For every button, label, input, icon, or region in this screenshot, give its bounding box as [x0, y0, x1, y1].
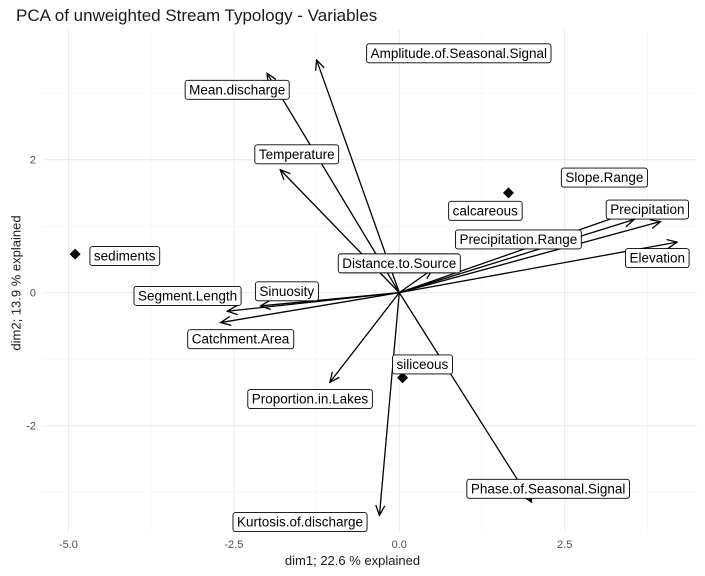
x-tick-label: -2.5 — [224, 539, 243, 551]
variable-label: Elevation — [625, 248, 690, 269]
supplementary-point-label-text: calcareous — [453, 203, 519, 218]
variable-label: Catchment.Area — [187, 329, 295, 350]
variable-arrow — [399, 219, 634, 294]
variable-label-text: Precipitation.Range — [459, 232, 577, 247]
supplementary-point-label-box — [89, 246, 161, 267]
variable-label: Distance.to.Source — [337, 253, 461, 274]
variable-label-box — [625, 248, 690, 269]
y-axis-label: dim2; 13.9 % explained — [8, 215, 24, 351]
variable-label-text: Slope.Range — [565, 170, 643, 185]
x-tick-label: -5.0 — [59, 539, 78, 551]
variable-label: Amplitude.of.Seasonal.Signal — [366, 43, 552, 64]
variable-label-box — [466, 478, 630, 499]
variable-label-box — [133, 286, 242, 306]
variable-label: Slope.Range — [560, 167, 648, 188]
x-axis-label: dim1; 22.6 % explained — [284, 553, 421, 568]
grid — [42, 30, 697, 532]
variable-label-text: Distance.to.Source — [342, 256, 456, 271]
variable-label-box — [232, 512, 368, 532]
variable-label-text: Mean.discharge — [189, 82, 285, 97]
variable-label: Phase.of.Seasonal.Signal — [466, 478, 630, 499]
variable-label-box — [605, 199, 689, 220]
variable-label-box — [454, 229, 582, 250]
variable-label: Segment.Length — [133, 286, 242, 306]
variable-label-box — [254, 281, 319, 302]
variable-arrow — [330, 292, 400, 383]
supplementary-point-label: calcareous — [448, 200, 523, 221]
variable-label-text: Phase.of.Seasonal.Signal — [471, 481, 626, 496]
variable-arrow — [227, 291, 400, 312]
variable-label-text: Sinuosity — [259, 284, 314, 299]
variable-label-text: Catchment.Area — [192, 332, 290, 347]
variable-arrow — [399, 221, 660, 294]
variable-label-box — [254, 144, 340, 165]
variable-label: Kurtosis.of.discharge — [232, 512, 368, 532]
variable-label-box — [337, 253, 461, 274]
supplementary-point-label-box — [448, 200, 523, 221]
variable-label: Temperature — [254, 144, 340, 165]
supplementary-point-label-box — [392, 354, 454, 375]
variable-label-box — [366, 43, 552, 64]
axis-ticks: -5.0 -2.5 0.0 2.5 -2 0 2 — [26, 155, 572, 551]
variable-label-text: Elevation — [630, 251, 686, 266]
variable-arrow — [399, 210, 637, 294]
variable-arrow — [280, 170, 400, 294]
variable-label-box — [560, 167, 648, 188]
variable-label: Precipitation — [605, 199, 689, 220]
supplementary-point-marker — [69, 248, 81, 260]
variable-label-text: Proportion.in.Lakes — [252, 392, 369, 407]
supplementary-point-marker — [502, 187, 514, 199]
y-tick-label: -2 — [26, 421, 36, 433]
supplementary-points — [69, 187, 514, 384]
supplementary-point-marker — [397, 372, 409, 384]
variable-label: Sinuosity — [254, 281, 319, 302]
variable-label-box — [187, 329, 295, 350]
variable-label-text: Kurtosis.of.discharge — [237, 515, 363, 530]
chart-title: PCA of unweighted Stream Typology - Vari… — [16, 6, 378, 25]
variable-label-box — [247, 389, 373, 409]
variable-arrow — [379, 292, 400, 516]
variable-arrow — [221, 291, 400, 323]
variable-label: Proportion.in.Lakes — [247, 389, 373, 409]
variable-label-box — [184, 79, 290, 100]
y-tick-label: 0 — [30, 288, 36, 300]
supplementary-point-label: siliceous — [392, 354, 454, 375]
x-tick-label: 0.0 — [392, 539, 407, 551]
variable-label-text: Temperature — [259, 147, 335, 162]
variable-label: Precipitation.Range — [454, 229, 582, 250]
y-tick-label: 2 — [30, 155, 36, 167]
variable-label-text: Amplitude.of.Seasonal.Signal — [371, 46, 547, 61]
variable-arrow — [398, 292, 531, 502]
variable-labels: Amplitude.of.Seasonal.Signal Mean.dischar… — [89, 43, 690, 532]
supplementary-point-label-text: siliceous — [397, 357, 449, 372]
variable-label: Mean.discharge — [184, 79, 290, 100]
supplementary-point-label-text: sediments — [94, 249, 156, 264]
supplementary-point-label: sediments — [89, 246, 161, 267]
variable-label-text: Segment.Length — [138, 288, 237, 303]
x-tick-label: 2.5 — [557, 539, 572, 551]
variable-label-text: Precipitation — [610, 202, 684, 217]
